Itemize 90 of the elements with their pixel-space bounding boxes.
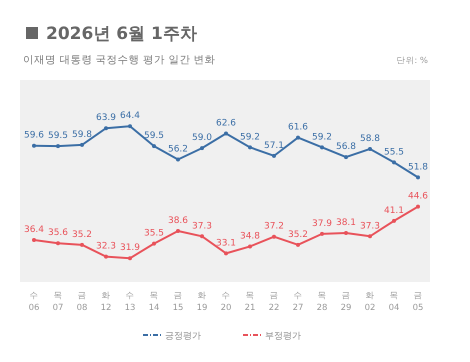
data-label: 59.8 bbox=[72, 130, 92, 140]
data-label: 37.3 bbox=[360, 221, 380, 232]
point bbox=[392, 218, 396, 223]
point bbox=[200, 234, 204, 238]
data-label: 37.3 bbox=[192, 221, 212, 232]
data-label: 38.1 bbox=[336, 218, 356, 228]
data-label: 44.6 bbox=[408, 192, 428, 202]
data-label: 59.0 bbox=[192, 133, 212, 144]
x-tick-label: 금 29 bbox=[340, 291, 352, 313]
legend-label: 부정평가 bbox=[265, 332, 301, 342]
x-tick-label: 수 27 bbox=[292, 291, 304, 313]
data-label: 59.5 bbox=[144, 131, 164, 142]
x-tick-label: 목 04 bbox=[388, 291, 400, 313]
point bbox=[224, 132, 228, 136]
point bbox=[176, 158, 180, 162]
data-label: 35.2 bbox=[288, 230, 308, 240]
point bbox=[80, 142, 84, 147]
point bbox=[320, 232, 324, 236]
data-label: 56.2 bbox=[168, 144, 188, 155]
data-label: 35.5 bbox=[144, 228, 164, 239]
point bbox=[104, 254, 108, 259]
x-tick-label: 목 21 bbox=[244, 291, 256, 313]
point bbox=[80, 242, 84, 247]
chart-title: 2026년 6월 1주차 bbox=[46, 24, 197, 44]
x-tick-label: 화 02 bbox=[364, 291, 376, 313]
data-label: 33.1 bbox=[216, 238, 236, 248]
data-label: 56.8 bbox=[336, 142, 356, 152]
point bbox=[416, 175, 420, 180]
data-label: 57.1 bbox=[264, 140, 284, 151]
data-label: 64.4 bbox=[120, 111, 140, 122]
data-label: 59.5 bbox=[48, 131, 68, 142]
text: 단위: % bbox=[396, 56, 428, 66]
x-tick-label: 화 12 bbox=[100, 291, 112, 313]
point bbox=[56, 144, 60, 148]
point bbox=[56, 241, 60, 246]
point bbox=[272, 154, 276, 158]
data-label: 61.6 bbox=[288, 122, 308, 133]
data-label: 37.9 bbox=[312, 218, 332, 229]
x-tick-label: 목 14 bbox=[148, 291, 160, 313]
x-tick-label: 수 20 bbox=[220, 291, 232, 313]
point bbox=[32, 238, 36, 242]
data-label: 59.2 bbox=[240, 132, 260, 142]
x-tick-label: 수 06 bbox=[28, 291, 40, 313]
point bbox=[152, 242, 156, 246]
point bbox=[368, 146, 372, 151]
point bbox=[272, 234, 276, 239]
x-tick-label: 수 13 bbox=[124, 291, 136, 313]
x-tick-label: 금 22 bbox=[268, 291, 280, 313]
data-label: 32.3 bbox=[96, 242, 116, 252]
data-label: 59.6 bbox=[24, 130, 44, 141]
data-label: 63.9 bbox=[96, 113, 116, 124]
x-tick-label: 금 15 bbox=[172, 291, 184, 313]
point bbox=[296, 242, 300, 247]
point bbox=[200, 146, 204, 150]
point bbox=[128, 124, 132, 128]
point bbox=[176, 229, 180, 234]
data-label: 51.8 bbox=[408, 162, 428, 172]
point bbox=[224, 251, 228, 256]
point bbox=[248, 145, 252, 150]
point bbox=[128, 256, 132, 260]
x-tick-label: 목 07 bbox=[52, 291, 64, 313]
x-tick-label: 목 28 bbox=[316, 291, 328, 313]
point bbox=[344, 155, 348, 160]
point bbox=[296, 136, 300, 140]
data-label: 35.2 bbox=[72, 230, 92, 240]
data-label: 62.6 bbox=[216, 118, 236, 129]
point bbox=[368, 234, 372, 238]
x-tick-label: 금 05 bbox=[412, 291, 424, 313]
data-label: 34.8 bbox=[240, 231, 260, 242]
point bbox=[152, 144, 156, 148]
point bbox=[248, 244, 252, 248]
data-label: 59.2 bbox=[312, 132, 332, 142]
point bbox=[104, 126, 108, 130]
point bbox=[32, 144, 36, 148]
point bbox=[344, 231, 348, 236]
data-label: 36.4 bbox=[24, 224, 44, 235]
legend-label: 긍정평가 bbox=[165, 332, 201, 342]
data-label: 35.6 bbox=[48, 228, 68, 238]
x-tick-label: 금 08 bbox=[76, 291, 88, 313]
point bbox=[320, 145, 324, 150]
data-label: 41.1 bbox=[384, 206, 404, 216]
chart-subtitle: 이재명 대통령 국정수행 평가 일간 변화 bbox=[23, 54, 216, 66]
data-label: 58.8 bbox=[360, 134, 380, 144]
data-label: 55.5 bbox=[384, 147, 404, 158]
data-label: 38.6 bbox=[168, 216, 188, 226]
data-label: 31.9 bbox=[120, 243, 140, 254]
point bbox=[392, 160, 396, 164]
x-tick-label: 화 19 bbox=[196, 291, 208, 313]
point bbox=[416, 204, 420, 209]
data-label: 37.2 bbox=[264, 222, 284, 232]
